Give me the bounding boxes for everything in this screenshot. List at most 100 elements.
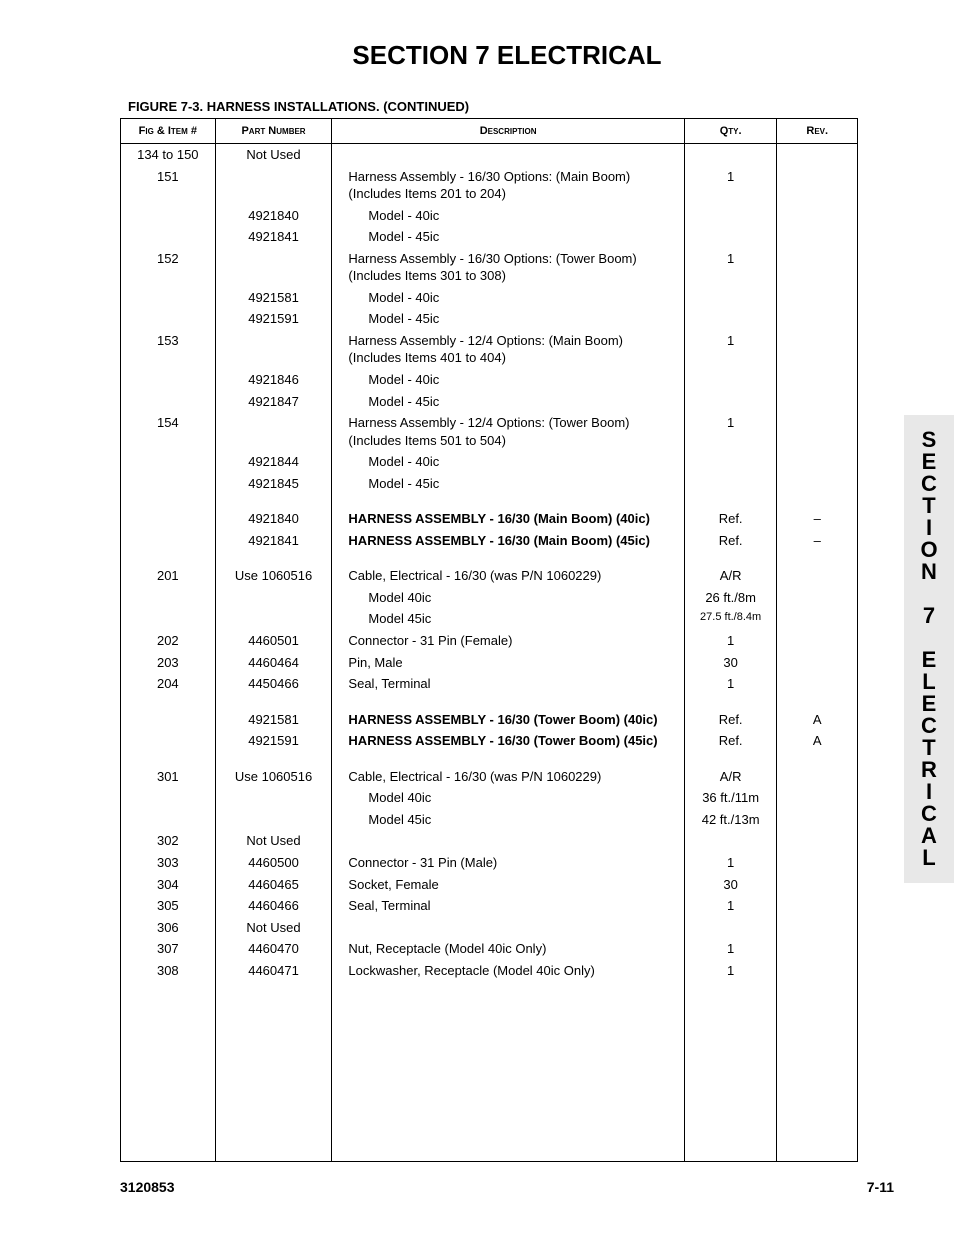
cell-description: Model 40ic [332,587,684,609]
cell-rev [777,144,858,166]
cell-part-number: 4460465 [215,874,332,896]
table-row: 4921846Model - 40ic [121,369,858,391]
cell-qty: 42 ft./13m [684,809,777,831]
cell-rev [777,787,858,809]
cell-fig-item [121,391,216,413]
cell-rev [777,630,858,652]
cell-part-number: 4460471 [215,960,332,982]
cell-fig-item: 304 [121,874,216,896]
table-body: 134 to 150Not Used151Harness Assembly - … [121,144,858,1162]
header-description: Description [332,119,684,144]
cell-description: Harness Assembly - 16/30 Options: (Main … [332,166,684,205]
cell-part-number: 4921845 [215,473,332,495]
side-tab-gap [904,583,954,605]
cell-part-number: 4921846 [215,369,332,391]
cell-rev [777,938,858,960]
cell-part-number: 4921847 [215,391,332,413]
cell-description: Connector - 31 Pin (Male) [332,852,684,874]
cell-part-number: 4921844 [215,451,332,473]
table-row [121,494,858,508]
cell-rev [777,809,858,831]
cell-part-number: 4460466 [215,895,332,917]
cell-description: Connector - 31 Pin (Female) [332,630,684,652]
cell-rev: A [777,730,858,752]
cell-fig-item [121,508,216,530]
table-row: 3054460466Seal, Terminal1 [121,895,858,917]
table-header-row: Fig & Item # Part Number Description Qty… [121,119,858,144]
side-tab-letter: N [904,561,954,583]
table-row: 2024460501Connector - 31 Pin (Female)1 [121,630,858,652]
cell-qty: 1 [684,852,777,874]
table-row: 153Harness Assembly - 12/4 Options: (Mai… [121,330,858,369]
cell-qty [684,830,777,852]
cell-qty: Ref. [684,508,777,530]
cell-fig-item [121,473,216,495]
cell-part-number: Use 1060516 [215,766,332,788]
table-row [121,551,858,565]
header-part-number: Part Number [215,119,332,144]
table-row: 2034460464Pin, Male30 [121,652,858,674]
table-row: Model 40ic26 ft./8m [121,587,858,609]
cell-qty: 26 ft./8m [684,587,777,609]
cell-fig-item [121,730,216,752]
table-row: 4921591Model - 45ic [121,308,858,330]
cell-qty: Ref. [684,530,777,552]
cell-rev [777,565,858,587]
table-row: 3074460470Nut, Receptacle (Model 40ic On… [121,938,858,960]
cell-qty: Ref. [684,730,777,752]
cell-description: HARNESS ASSEMBLY - 16/30 (Tower Boom) (4… [332,709,684,731]
side-tab-letter: C [904,473,954,495]
cell-description: Model 45ic [332,809,684,831]
side-tab-letter: E [904,451,954,473]
cell-description: Seal, Terminal [332,895,684,917]
cell-qty [684,473,777,495]
table-row: 4921844Model - 40ic [121,451,858,473]
cell-qty [684,144,777,166]
table-row [121,981,858,1161]
table-row: 201Use 1060516Cable, Electrical - 16/30 … [121,565,858,587]
side-tab-letter: E [904,693,954,715]
cell-part-number [215,248,332,287]
cell-rev [777,166,858,205]
cell-qty: 1 [684,960,777,982]
cell-fig-item: 201 [121,565,216,587]
side-tab-letter: I [904,517,954,539]
cell-rev: – [777,530,858,552]
table-row: 4921841Model - 45ic [121,226,858,248]
cell-rev [777,412,858,451]
side-tab-letter: E [904,649,954,671]
cell-rev [777,652,858,674]
cell-description: Model - 40ic [332,287,684,309]
cell-part-number: Use 1060516 [215,565,332,587]
cell-fig-item: 134 to 150 [121,144,216,166]
cell-rev [777,205,858,227]
cell-qty: 1 [684,166,777,205]
cell-part-number: 4460501 [215,630,332,652]
cell-part-number [215,412,332,451]
cell-description: HARNESS ASSEMBLY - 16/30 (Main Boom) (40… [332,508,684,530]
cell-part-number: 4921591 [215,730,332,752]
cell-qty [684,226,777,248]
cell-qty [684,917,777,939]
cell-qty: 1 [684,630,777,652]
cell-qty: 1 [684,895,777,917]
cell-description: Nut, Receptacle (Model 40ic Only) [332,938,684,960]
cell-qty: 30 [684,652,777,674]
side-tab-letter: S [904,429,954,451]
table-row: 3034460500Connector - 31 Pin (Male)1 [121,852,858,874]
cell-description: Cable, Electrical - 16/30 (was P/N 10602… [332,766,684,788]
cell-part-number: 4921581 [215,287,332,309]
cell-rev [777,369,858,391]
cell-fig-item [121,709,216,731]
cell-part-number [215,608,332,630]
cell-part-number: 4921840 [215,205,332,227]
cell-fig-item [121,608,216,630]
cell-qty: 1 [684,330,777,369]
cell-part-number: Not Used [215,917,332,939]
table-row: 4921591HARNESS ASSEMBLY - 16/30 (Tower B… [121,730,858,752]
side-tab-gap [904,627,954,649]
cell-fig-item: 302 [121,830,216,852]
cell-description: HARNESS ASSEMBLY - 16/30 (Tower Boom) (4… [332,730,684,752]
cell-qty: A/R [684,565,777,587]
cell-qty: 30 [684,874,777,896]
